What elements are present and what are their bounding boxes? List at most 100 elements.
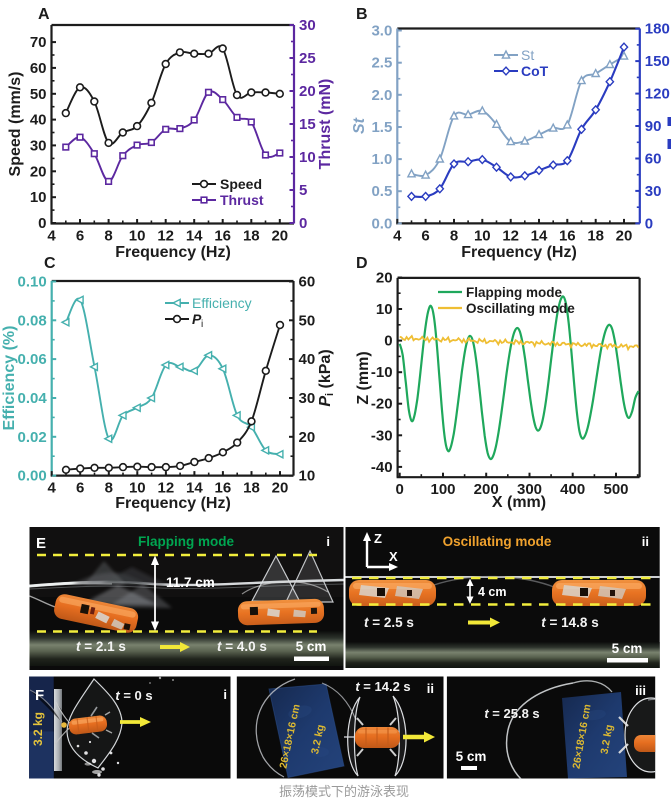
svg-text:10: 10: [299, 149, 316, 166]
svg-text:E: E: [36, 535, 46, 552]
svg-text:16: 16: [214, 228, 231, 245]
svg-text:0.08: 0.08: [17, 312, 46, 329]
svg-text:0: 0: [38, 215, 46, 232]
svg-text:5 cm: 5 cm: [612, 641, 643, 656]
svg-text:0.5: 0.5: [371, 183, 392, 200]
svg-text:X: X: [389, 549, 398, 564]
svg-text:Flapping mode: Flapping mode: [138, 534, 234, 549]
svg-text:St: St: [521, 47, 534, 63]
svg-text:60: 60: [30, 60, 47, 77]
svg-text:Speed (mm/s): Speed (mm/s): [7, 72, 24, 177]
svg-text:4 cm: 4 cm: [478, 585, 507, 599]
svg-text:20: 20: [376, 270, 393, 287]
svg-text:CoT: CoT: [521, 63, 549, 79]
svg-text:2.0: 2.0: [371, 87, 392, 104]
svg-text:30: 30: [30, 137, 47, 154]
svg-text:Efficiency (%): Efficiency (%): [1, 326, 18, 431]
svg-text:25: 25: [299, 50, 316, 67]
svg-text:-10: -10: [371, 364, 393, 381]
svg-text:振荡模式下的游泳表现: 振荡模式下的游泳表现: [279, 784, 409, 799]
svg-text:0.04: 0.04: [17, 390, 47, 407]
svg-text:30: 30: [645, 183, 662, 200]
svg-text:6: 6: [76, 228, 84, 245]
svg-text:20: 20: [271, 228, 288, 245]
svg-text:6: 6: [76, 480, 84, 497]
svg-text:400: 400: [560, 481, 585, 498]
svg-text:ii: ii: [427, 681, 434, 696]
svg-text:ii: ii: [642, 534, 649, 549]
svg-text:3.2 kg: 3.2 kg: [599, 724, 616, 755]
svg-text:120: 120: [645, 86, 670, 103]
svg-text:180: 180: [645, 21, 670, 38]
svg-text:C: C: [44, 255, 56, 272]
svg-text:60: 60: [299, 274, 316, 291]
svg-text:8: 8: [104, 228, 112, 245]
svg-text:0: 0: [384, 333, 392, 350]
svg-text:1.5: 1.5: [371, 119, 392, 136]
svg-text:t = 14.8 s: t = 14.8 s: [541, 615, 598, 630]
svg-text:i: i: [326, 534, 330, 549]
svg-text:t = 4.0 s: t = 4.0 s: [217, 639, 267, 654]
svg-text:10: 10: [129, 480, 146, 497]
svg-text:40: 40: [30, 112, 47, 129]
svg-text:10: 10: [474, 227, 491, 244]
svg-text:Frequency (Hz): Frequency (Hz): [115, 244, 231, 261]
svg-text:3.2 kg: 3.2 kg: [31, 712, 45, 746]
svg-text:t = 14.2 s: t = 14.2 s: [355, 679, 410, 694]
svg-text:F: F: [35, 687, 44, 704]
svg-text:Frequency (Hz): Frequency (Hz): [461, 244, 577, 261]
svg-text:Efficiency: Efficiency: [192, 295, 252, 311]
svg-text:-30: -30: [371, 427, 393, 444]
svg-text:30: 30: [299, 390, 316, 407]
svg-text:14: 14: [186, 480, 203, 497]
svg-text:4: 4: [47, 228, 56, 245]
svg-text:10: 10: [299, 468, 316, 485]
svg-text:70: 70: [30, 34, 47, 51]
svg-text:18: 18: [243, 480, 260, 497]
svg-text:12: 12: [157, 228, 174, 245]
svg-text:0: 0: [299, 215, 307, 232]
svg-text:20: 20: [272, 480, 289, 497]
svg-text:Z: Z: [374, 531, 382, 546]
svg-text:30: 30: [299, 17, 316, 34]
svg-text:D: D: [356, 255, 368, 272]
svg-text:50: 50: [299, 312, 316, 329]
svg-text:t = 2.1 s: t = 2.1 s: [76, 639, 126, 654]
svg-text:0.00: 0.00: [17, 468, 46, 485]
svg-text:6: 6: [421, 227, 429, 244]
svg-text:A: A: [38, 6, 50, 23]
svg-text:14: 14: [186, 228, 203, 245]
svg-text:P: P: [192, 311, 202, 327]
svg-text:50: 50: [30, 86, 47, 103]
svg-text:-40: -40: [371, 459, 393, 476]
svg-text:Flapping mode: Flapping mode: [466, 285, 562, 300]
svg-text:1.0: 1.0: [371, 151, 392, 168]
svg-text:Thrust (mN): Thrust (mN): [317, 79, 334, 170]
svg-text:i: i: [223, 687, 227, 702]
svg-text:Oscillating mode: Oscillating mode: [443, 534, 552, 549]
svg-text:4: 4: [48, 480, 57, 497]
svg-text:0.06: 0.06: [17, 351, 46, 368]
svg-text:20: 20: [30, 163, 47, 180]
svg-text:t = 2.5 s: t = 2.5 s: [364, 615, 414, 630]
svg-text:150: 150: [645, 53, 670, 70]
svg-text:20: 20: [299, 83, 316, 100]
svg-text:40: 40: [299, 351, 316, 368]
svg-text:5 cm: 5 cm: [296, 639, 327, 654]
svg-text:10: 10: [30, 189, 47, 206]
svg-text:0.10: 0.10: [17, 274, 46, 291]
svg-text:16: 16: [559, 227, 576, 244]
svg-text:3.0: 3.0: [371, 23, 392, 40]
svg-text:100: 100: [430, 481, 455, 498]
svg-text:0.0: 0.0: [371, 215, 392, 232]
svg-text:5: 5: [299, 182, 307, 199]
svg-text:15: 15: [299, 116, 316, 133]
svg-text:8: 8: [450, 227, 458, 244]
svg-text:0: 0: [396, 481, 404, 498]
svg-text:16: 16: [215, 480, 232, 497]
svg-text:Thrust: Thrust: [220, 192, 264, 208]
svg-text:Speed: Speed: [220, 176, 262, 192]
svg-text:Z (mm): Z (mm): [355, 351, 372, 404]
svg-text:t = 25.8 s: t = 25.8 s: [484, 706, 539, 721]
svg-text:Oscillating mode: Oscillating mode: [466, 301, 575, 316]
